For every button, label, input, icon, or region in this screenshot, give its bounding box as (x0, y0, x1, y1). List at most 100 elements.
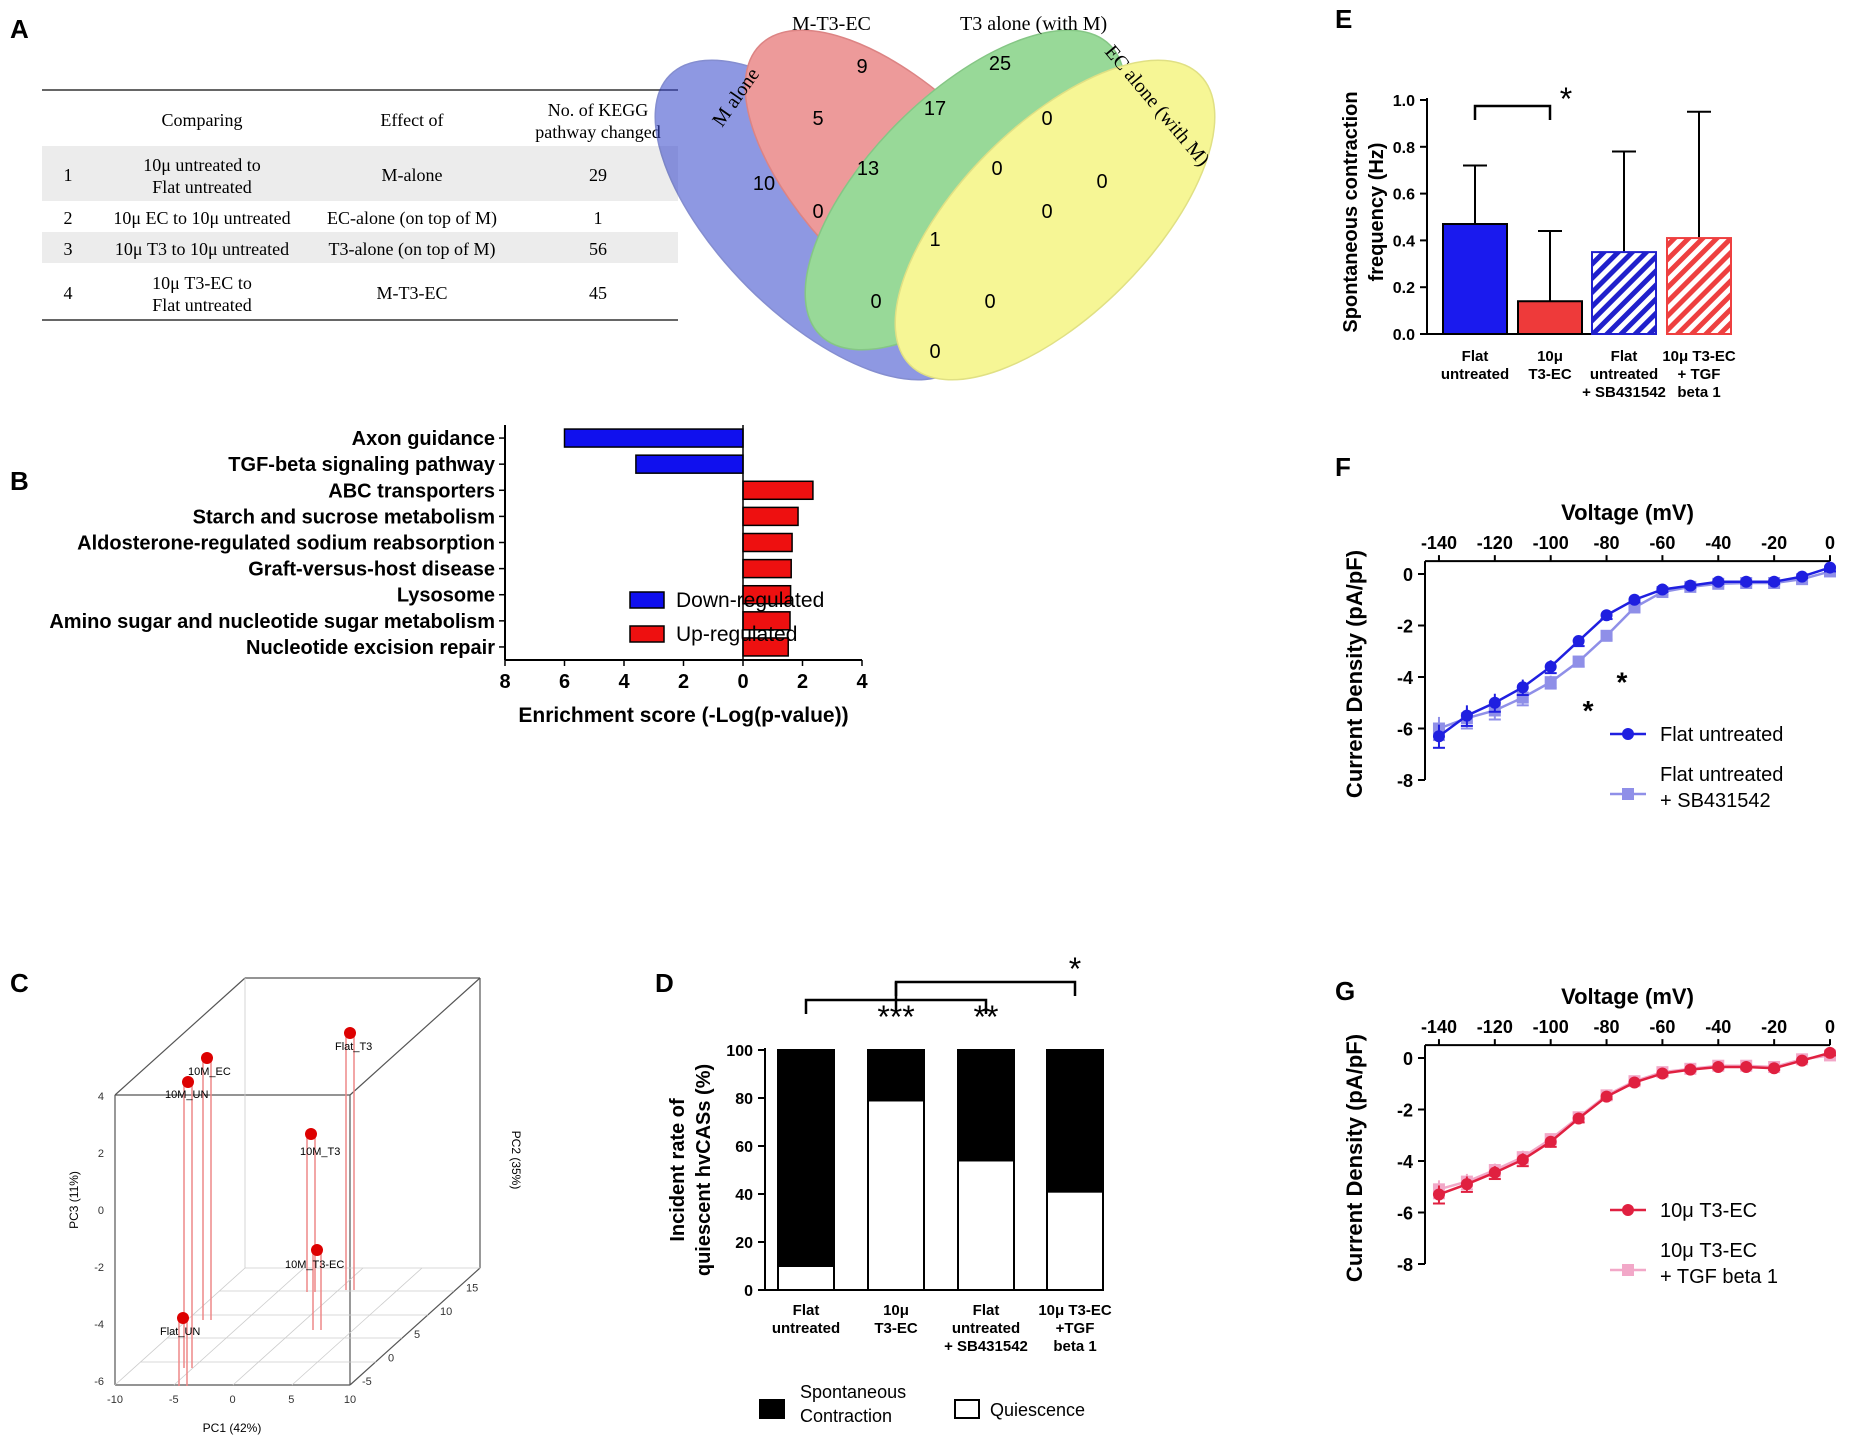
table-cell-comparing: 10μ T3 to 10μ untreated (115, 239, 289, 259)
bar-contraction (957, 1049, 1015, 1162)
category-label: Axon guidance (352, 428, 495, 450)
category-label: Flat untreated (772, 1302, 840, 1337)
table-header-effect: Effect of (380, 110, 443, 130)
x-tick-label: 6 (559, 671, 570, 693)
y-tick-label: 40 (735, 1187, 753, 1204)
category-label: Lysosome (397, 585, 495, 607)
venn-count: 9 (856, 56, 867, 78)
category-label: TGF-beta signaling pathway (228, 454, 496, 476)
venn-count: 0 (984, 291, 995, 313)
pca-x-label: PC1 (42%) (203, 1421, 262, 1435)
x-tick-label: -140 (1421, 533, 1457, 553)
legend-label: 10μ T3-EC (1660, 1200, 1757, 1222)
data-point (1432, 730, 1445, 743)
pca-x-tick: 5 (288, 1394, 294, 1406)
category-label: 10μ T3-EC (1528, 348, 1572, 383)
x-tick-label: 8 (499, 671, 510, 693)
x-tick-label: 0 (1825, 533, 1835, 553)
x-tick-label: 0 (737, 671, 748, 693)
y-tick-label: 0 (1403, 565, 1413, 585)
y-tick-label: 1.0 (1393, 93, 1415, 110)
bar-quiescence (957, 1159, 1015, 1292)
significance-label: *** (877, 999, 914, 1035)
data-point (1712, 1061, 1725, 1074)
legend-swatch-contraction (759, 1399, 785, 1419)
pca-y-tick: 0 (388, 1353, 394, 1365)
legend-swatch-down (629, 591, 665, 609)
pca-point-label: 10M_T3-EC (285, 1259, 344, 1271)
data-point (1796, 1054, 1809, 1067)
pca-x-tick: -5 (169, 1394, 179, 1406)
category-label: 10μ T3-EC +TGF beta 1 (1038, 1302, 1112, 1355)
venn-count: 13 (857, 158, 879, 180)
x-tick-label: -20 (1761, 1017, 1787, 1037)
x-tick-label: 2 (797, 671, 808, 693)
category-label: Amino sugar and nucleotide sugar metabol… (49, 611, 495, 633)
significance-label: * (1617, 667, 1628, 698)
table-cell-n: 1 (64, 165, 73, 185)
legend-label: 10μ T3-EC + TGF beta 1 (1660, 1240, 1778, 1288)
legend-swatch-quiescence (954, 1399, 980, 1419)
data-point (1712, 575, 1725, 588)
pca-point-label: 10M_EC (188, 1066, 231, 1078)
data-point (1516, 681, 1529, 694)
venn-count: 0 (1041, 108, 1052, 130)
grid-line (114, 1267, 246, 1386)
data-point (1572, 634, 1585, 647)
significance-bracket (894, 980, 1077, 996)
y-tick-label: -6 (1397, 1204, 1413, 1224)
significance-label: * (1560, 81, 1572, 117)
data-point (1488, 1166, 1501, 1179)
pca-x-tick: 0 (229, 1394, 235, 1406)
category-label: Aldosterone-regulated sodium reabsorptio… (77, 533, 495, 555)
y-tick-label: -6 (1397, 720, 1413, 740)
x-tick-label: -100 (1533, 1017, 1569, 1037)
pca-x-tick: -10 (107, 1394, 123, 1406)
pca-y-tick: -5 (362, 1376, 372, 1388)
panel-label-c: C (10, 968, 29, 998)
y-tick-label: 0.6 (1393, 187, 1415, 204)
x-tick-label: 4 (856, 671, 868, 693)
panel-label-g: G (1335, 976, 1355, 1006)
data-point (1432, 1188, 1445, 1201)
x-tick-label: -140 (1421, 1017, 1457, 1037)
x-axis-label: Enrichment score (-Log(p-value)) (518, 704, 848, 727)
x-tick-label: -40 (1705, 533, 1731, 553)
significance-label: * (1069, 951, 1081, 987)
bar (742, 506, 799, 527)
y-tick-label: -4 (1397, 1152, 1413, 1172)
pca-point (201, 1052, 213, 1064)
y-tick-label: 60 (735, 1139, 753, 1156)
bar (1591, 251, 1657, 336)
pca-z-tick: 2 (98, 1148, 104, 1160)
data-point (1656, 1067, 1669, 1080)
grid-line (232, 1267, 364, 1386)
y-tick-label: -4 (1397, 668, 1413, 688)
data-point (1684, 579, 1697, 592)
pca-z-tick: -4 (94, 1319, 104, 1331)
legend-label: Flat untreated (1660, 724, 1783, 746)
data-point (1572, 655, 1585, 668)
bar (635, 454, 744, 474)
pca-point-label: 10M_T3 (300, 1146, 340, 1158)
data-point (1544, 1135, 1557, 1148)
table-header-comparing: Comparing (162, 110, 243, 130)
pca-z-tick: 4 (98, 1091, 104, 1103)
x-tick-label: 4 (618, 671, 630, 693)
table-cell-n: 2 (64, 208, 73, 228)
box-edge (114, 977, 246, 1096)
significance-bracket (1473, 104, 1552, 120)
data-point (1544, 660, 1557, 673)
table-cell-effect: EC-alone (on top of M) (327, 208, 497, 229)
venn-count: 0 (1096, 171, 1107, 193)
pca-point (344, 1027, 356, 1039)
venn-count: 10 (753, 173, 775, 195)
data-point (1824, 1046, 1836, 1059)
bar (742, 532, 793, 553)
category-label: Flat untreated (1441, 348, 1509, 383)
y-tick-label: -2 (1397, 1101, 1413, 1121)
y-tick-label: 0 (1403, 1049, 1413, 1069)
y-axis-label: Spontaneous contraction frequency (Hz) (1340, 91, 1388, 332)
table-cell-count: 1 (594, 208, 603, 228)
significance-label: * (1583, 695, 1594, 726)
